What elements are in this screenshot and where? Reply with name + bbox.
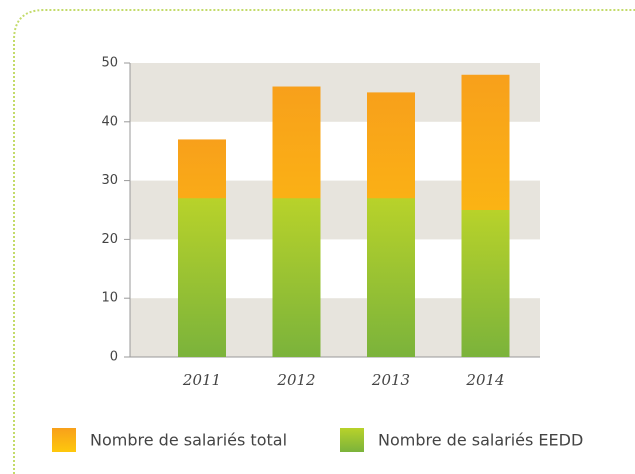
legend-label: Nombre de salariés EEDD [378,431,583,450]
y-tick-label: 10 [101,291,118,306]
legend-label: Nombre de salariés total [90,431,287,450]
bar [367,198,415,357]
legend-swatch [52,428,76,452]
x-tick-label: 2013 [371,371,410,389]
y-tick-label: 30 [101,173,118,188]
bar [272,198,321,357]
x-tick-label: 2014 [465,371,504,389]
legend-swatch [340,428,364,452]
y-tick-label: 0 [110,350,118,365]
y-tick-label: 20 [101,232,118,247]
y-tick-label: 50 [101,56,118,71]
bar [461,210,510,357]
y-tick-label: 40 [101,114,118,129]
bar [178,198,226,357]
x-tick-label: 2012 [276,371,315,389]
x-tick-label: 2011 [182,371,221,389]
